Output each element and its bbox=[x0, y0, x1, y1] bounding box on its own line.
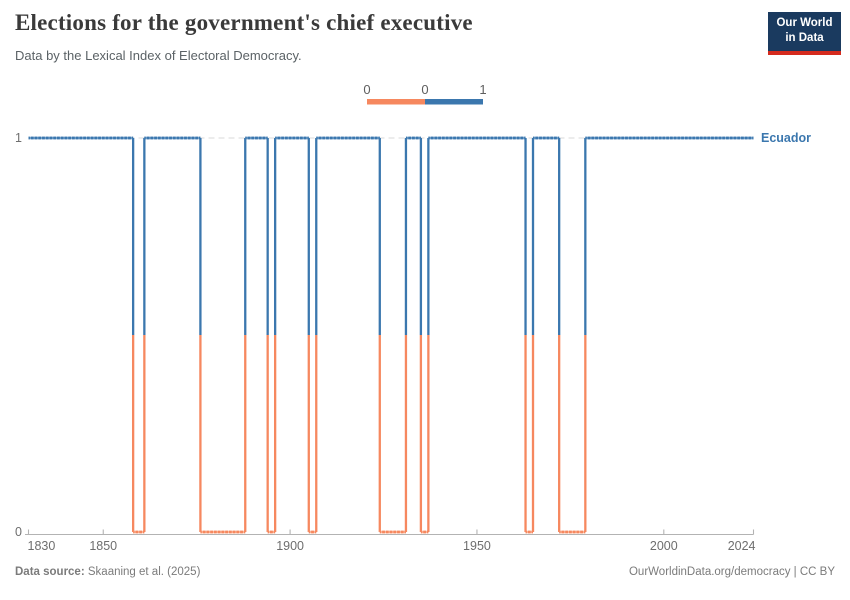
owid-logo-line2: in Data bbox=[785, 31, 824, 44]
page-title: Elections for the government's chief exe… bbox=[15, 10, 473, 35]
x-tick-label: 1900 bbox=[276, 539, 304, 553]
owid-license-link[interactable]: OurWorldinData.org/democracy | CC BY bbox=[628, 566, 835, 578]
chart-subtitle: Data by the Lexical Index of Electoral D… bbox=[15, 48, 302, 63]
x-tick-label: 1830 bbox=[28, 539, 56, 553]
x-tick-label: 2000 bbox=[650, 539, 678, 553]
y-tick-label: 1 bbox=[15, 131, 22, 145]
data-source-text: Skaaning et al. (2025) bbox=[87, 566, 201, 578]
data-source-label: Data source: bbox=[15, 566, 85, 578]
owid-logo-line1: Our World bbox=[776, 17, 833, 29]
legend-swatch-zero bbox=[367, 99, 425, 105]
x-tick-label: 2024 bbox=[728, 539, 756, 553]
legend-label: 0 bbox=[421, 82, 428, 97]
legend-swatch-one bbox=[425, 99, 483, 105]
entity-label: Ecuador bbox=[761, 131, 811, 145]
data-source-note: Data source: Skaaning et al. (2025) bbox=[15, 566, 200, 578]
owid-logo[interactable]: Our World in Data bbox=[768, 12, 841, 55]
legend-label: 0 bbox=[363, 82, 370, 97]
chart-footer: Data source: Skaaning et al. (2025) OurW… bbox=[15, 566, 835, 578]
y-tick-label: 0 bbox=[15, 525, 22, 539]
legend-label: 1 bbox=[479, 82, 486, 97]
x-tick-label: 1850 bbox=[89, 539, 117, 553]
x-tick-label: 1950 bbox=[463, 539, 491, 553]
